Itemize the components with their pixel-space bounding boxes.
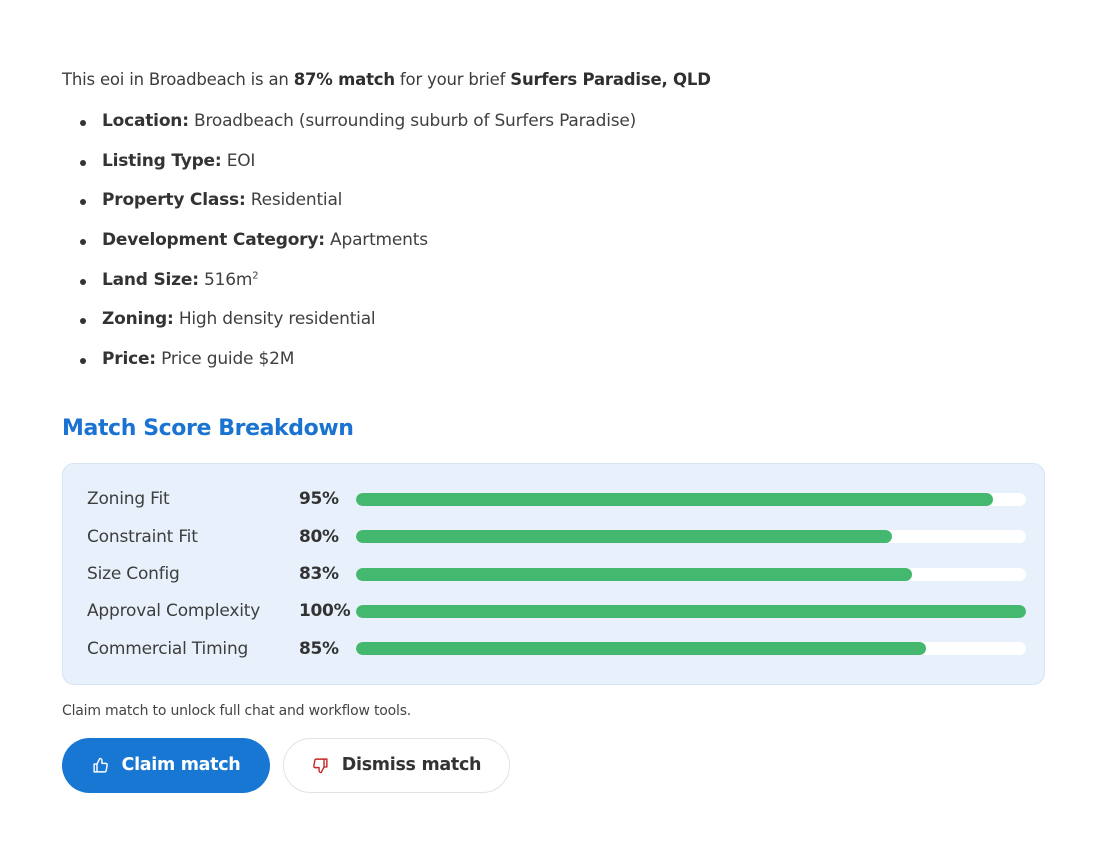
match-percentage: 87% match: [293, 70, 395, 89]
score-bar-track: [356, 567, 1026, 581]
score-value: 95%: [299, 489, 339, 510]
score-label: Zoning Fit: [87, 489, 170, 510]
score-bar-fill: [356, 567, 913, 581]
intro-middle: for your brief: [394, 70, 511, 89]
detail-value: EOI: [221, 150, 256, 171]
score-bar-track: [356, 604, 1026, 618]
detail-land-size: Land Size: 516m2: [80, 265, 1038, 305]
detail-development-category: Development Category: Apartments: [80, 225, 1038, 265]
score-label: Approval Complexity: [87, 601, 261, 622]
dismiss-match-button[interactable]: Dismiss match: [283, 737, 510, 793]
score-bar-fill: [356, 642, 926, 656]
detail-label: Development Category:: [102, 230, 325, 251]
detail-label: Listing Type:: [102, 150, 222, 171]
detail-label: Location:: [102, 111, 189, 131]
score-value: 80%: [299, 526, 339, 547]
dismiss-match-label: Dismiss match: [341, 755, 482, 776]
detail-label: Zoning:: [102, 309, 174, 330]
detail-zoning: Zoning: High density residential: [80, 304, 1038, 344]
score-bar-track: [356, 530, 1026, 544]
score-breakdown-panel: Zoning Fit 95% Constraint Fit 80% Size C…: [62, 462, 1045, 685]
score-bar-track: [356, 492, 1026, 506]
score-row-size-config: Size Config 83%: [87, 555, 1026, 592]
score-row-approval-complexity: Approval Complexity 100%: [87, 593, 1026, 630]
detail-value: Broadbeach (surrounding suburb of Surfer…: [188, 111, 637, 131]
brief-name: Surfers Paradise, QLD: [510, 70, 711, 89]
score-row-commercial-timing: Commercial Timing 85%: [87, 630, 1026, 667]
score-row-constraint-fit: Constraint Fit 80%: [87, 518, 1026, 555]
score-label: Constraint Fit: [87, 526, 198, 547]
detail-property-class: Property Class: Residential: [80, 185, 1038, 225]
detail-listing-type: Listing Type: EOI: [80, 146, 1038, 186]
score-bar-fill: [356, 604, 1026, 618]
detail-value: High density residential: [173, 309, 376, 330]
score-value: 100%: [299, 601, 351, 622]
detail-label: Property Class:: [102, 190, 246, 211]
section-title-match-score-breakdown: Match Score Breakdown: [62, 415, 354, 441]
action-buttons: Claim match Dismiss match: [62, 737, 1038, 793]
score-value: 85%: [299, 638, 339, 659]
detail-value: Residential: [245, 190, 343, 211]
detail-value: 516m: [198, 269, 253, 290]
detail-label: Land Size:: [102, 269, 199, 290]
claim-match-button[interactable]: Claim match: [62, 737, 270, 793]
claim-note: Claim match to unlock full chat and work…: [62, 702, 412, 719]
score-label: Size Config: [87, 564, 180, 585]
detail-label: Price:: [102, 349, 156, 370]
intro-prefix: This eoi in Broadbeach is an: [62, 70, 294, 89]
score-bar-track: [356, 642, 1026, 656]
property-details-list: Location: Broadbeach (surrounding suburb…: [80, 106, 1038, 384]
thumbs-up-icon: [92, 756, 110, 774]
detail-value: Apartments: [324, 230, 428, 251]
detail-value-superscript: 2: [252, 270, 259, 282]
detail-location: Location: Broadbeach (surrounding suburb…: [80, 106, 1038, 146]
score-label: Commercial Timing: [87, 638, 249, 659]
score-value: 83%: [299, 564, 339, 585]
score-bar-fill: [356, 530, 892, 544]
score-row-zoning-fit: Zoning Fit 95%: [87, 481, 1026, 518]
match-intro: This eoi in Broadbeach is an 87% match f…: [62, 68, 1038, 92]
detail-price: Price: Price guide $2M: [80, 344, 1038, 384]
detail-value: Price guide $2M: [155, 349, 295, 370]
score-bar-fill: [356, 492, 993, 506]
claim-match-label: Claim match: [121, 755, 241, 776]
thumbs-down-icon: [312, 756, 330, 774]
